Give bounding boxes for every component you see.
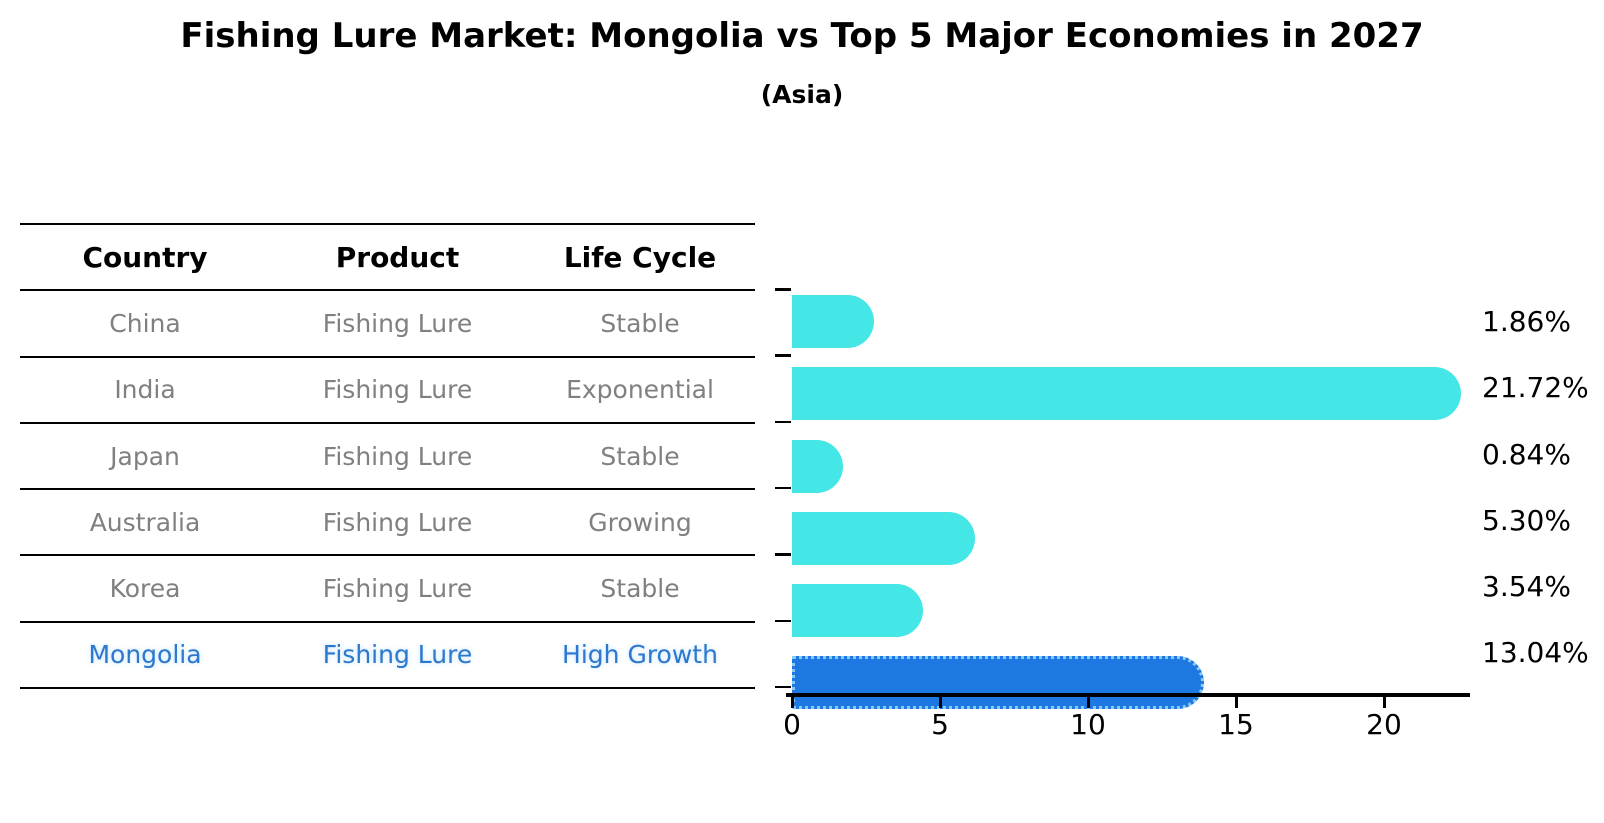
x-tick-mark: [1382, 696, 1386, 708]
country-cell: Mongolia: [88, 640, 202, 670]
country-cell: Japan: [110, 441, 180, 471]
bar-chart-area: [792, 289, 1482, 723]
life-cycle-cell: Exponential: [566, 375, 714, 405]
bar-australia: [792, 511, 975, 565]
chart-title: Fishing Lure Market: Mongolia vs Top 5 M…: [180, 16, 1424, 56]
value-label: 1.86%: [1482, 305, 1571, 338]
chart-subtitle: (Asia): [760, 80, 844, 109]
x-axis-line: [786, 693, 1470, 697]
y-tick-mark: [775, 685, 791, 689]
x-tick-label: 5: [931, 708, 949, 741]
product-cell: Fishing Lure: [322, 308, 473, 338]
product-cell: Fishing Lure: [322, 640, 473, 670]
x-tick-mark: [938, 696, 942, 708]
product-cell: Fishing Lure: [322, 507, 473, 537]
y-tick-mark: [775, 354, 791, 357]
y-tick-mark: [775, 420, 791, 424]
y-tick-mark: [775, 486, 791, 490]
table-row: Australia Fishing Lure Growing: [20, 490, 755, 557]
value-label-column: 1.86% 21.72% 0.84% 5.30% 3.54% 13.04%: [1482, 289, 1604, 687]
x-tick-mark: [790, 696, 794, 708]
value-label: 13.04%: [1482, 636, 1589, 670]
product-cell: Fishing Lure: [322, 375, 473, 405]
table-row: Mongolia Fishing Lure High Growth: [20, 623, 755, 690]
value-label: 21.72%: [1482, 371, 1589, 405]
bar-india: [792, 367, 1461, 421]
y-tick-mark: [775, 288, 791, 291]
life-cycle-cell: Stable: [600, 574, 680, 604]
table-row: India Fishing Lure Exponential: [20, 358, 755, 424]
x-tick-label: 20: [1366, 708, 1402, 741]
value-label: 0.84%: [1482, 437, 1571, 471]
x-tick-label: 15: [1218, 708, 1254, 741]
bar-mongolia: [792, 656, 1204, 710]
y-tick-mark: [775, 553, 791, 556]
table-header-row: Country Product Life Cycle: [20, 225, 755, 292]
x-tick-label: 0: [783, 708, 801, 741]
table-row: Japan Fishing Lure Stable: [20, 424, 755, 491]
life-cycle-cell: High Growth: [562, 640, 718, 670]
life-cycle-cell: Growing: [588, 507, 692, 537]
product-cell: Fishing Lure: [322, 574, 473, 604]
value-label: 3.54%: [1482, 570, 1571, 604]
comparison-table: Country Product Life Cycle China Fishing…: [20, 223, 755, 690]
product-cell: Fishing Lure: [322, 441, 473, 471]
column-header-product: Product: [335, 240, 460, 274]
life-cycle-cell: Stable: [600, 308, 680, 338]
y-tick-mark: [775, 619, 791, 622]
table-row: Korea Fishing Lure Stable: [20, 556, 755, 623]
column-header-country: Country: [82, 240, 208, 274]
column-header-life-cycle: Life Cycle: [563, 240, 717, 274]
country-cell: Australia: [89, 507, 201, 537]
country-cell: Korea: [109, 574, 181, 604]
x-tick-label: 10: [1070, 708, 1106, 741]
life-cycle-cell: Stable: [600, 441, 680, 471]
bar-china: [792, 295, 874, 348]
value-label: 5.30%: [1482, 503, 1571, 537]
bar-japan: [792, 439, 843, 493]
country-cell: China: [109, 308, 181, 338]
table-row: China Fishing Lure Stable: [20, 291, 755, 358]
x-tick-mark: [1086, 696, 1090, 708]
country-cell: India: [114, 375, 176, 405]
x-tick-mark: [1234, 696, 1238, 708]
bar-korea: [792, 584, 923, 638]
